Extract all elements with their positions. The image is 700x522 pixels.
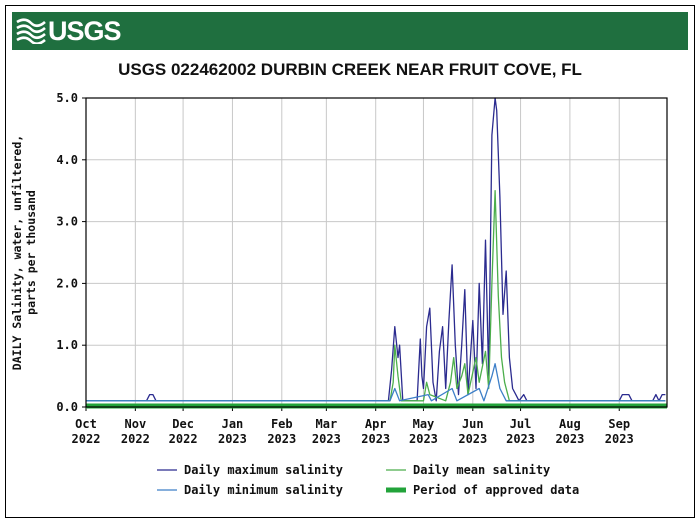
chart-title: USGS 022462002 DURBIN CREEK NEAR FRUIT C… [118,60,582,79]
usgs-logo: USGS [16,14,122,48]
x-tick-year: 2023 [458,432,487,446]
legend-mean-label: Daily mean salinity [413,463,550,477]
y-tick-label: 1.0 [56,338,78,352]
plot-area [86,98,667,407]
x-tick-month: Jul [510,417,532,431]
x-tick-year: 2023 [218,432,247,446]
x-tick-year: 2023 [506,432,535,446]
y-tick-label: 2.0 [56,276,78,290]
y-tick-label: 3.0 [56,215,78,229]
legend-approved-label: Period of approved data [413,483,579,497]
y-tick-label: 4.0 [56,153,78,167]
x-tick-year: 2022 [121,432,150,446]
x-tick-year: 2023 [605,432,634,446]
x-tick-month: Nov [125,417,147,431]
x-tick-year: 2023 [361,432,390,446]
x-tick-month: Jan [222,417,244,431]
legend-max-label: Daily maximum salinity [184,463,343,477]
y-axis-label: parts per thousand [24,190,38,315]
x-tick-year: 2023 [555,432,584,446]
x-tick-month: Aug [559,417,581,431]
x-tick-year: 2023 [312,432,341,446]
y-axis-label: DAILY Salinity, water, unfiltered, [10,135,24,370]
x-tick-year: 2022 [169,432,198,446]
x-tick-month: Feb [271,417,293,431]
usgs-banner: USGS [12,12,688,50]
x-tick-year: 2023 [267,432,296,446]
x-tick-month: May [413,417,435,431]
y-tick-label: 0.0 [56,400,78,414]
plot-border [85,97,668,408]
x-tick-year: 2022 [72,432,101,446]
x-tick-year: 2023 [409,432,438,446]
x-tick-month: Apr [365,417,387,431]
y-tick-label: 5.0 [56,91,78,105]
legend-min-label: Daily minimum salinity [184,483,343,497]
series-mean-salinity-line [86,190,666,402]
usgs-logo-text: USGS [48,15,122,46]
series-min-salinity-line [86,363,666,402]
x-tick-month: Jun [462,417,484,431]
x-tick-month: Dec [172,417,194,431]
x-tick-month: Oct [75,417,97,431]
x-tick-month: Sep [608,417,630,431]
x-tick-month: Mar [316,417,338,431]
usgs-wave-icon [16,18,46,44]
